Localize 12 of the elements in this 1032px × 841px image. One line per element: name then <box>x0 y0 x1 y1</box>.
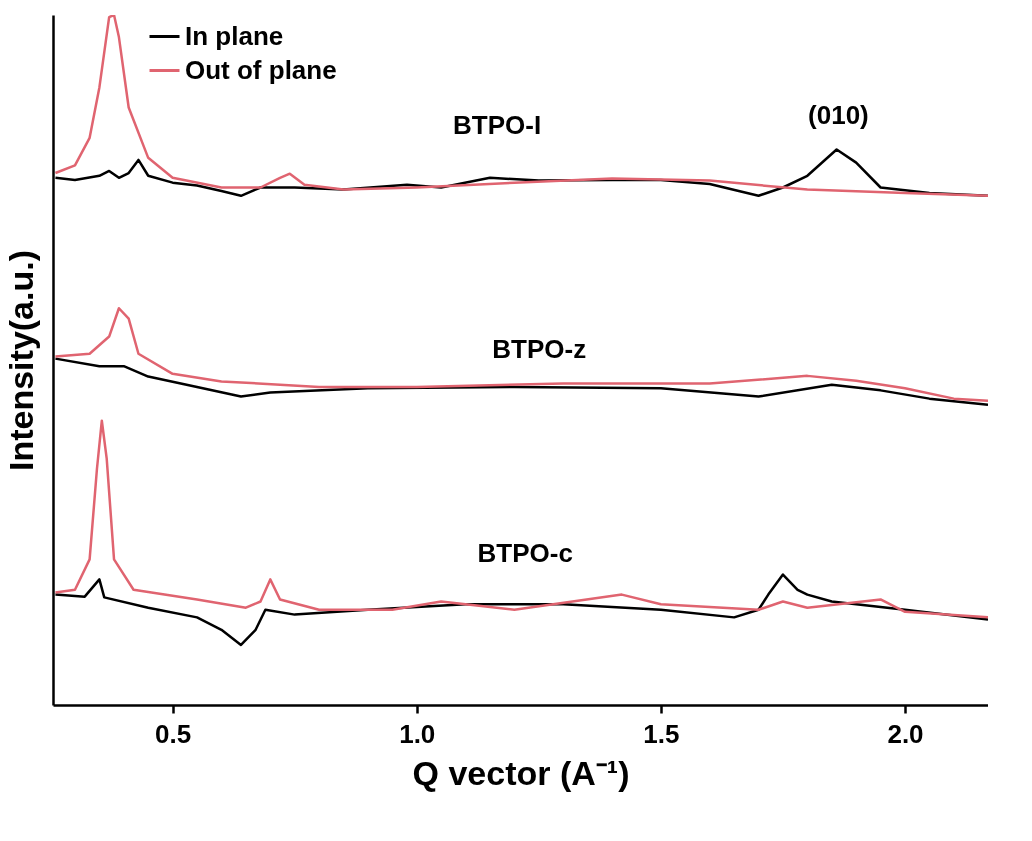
x-axis-title: Q vector (A⁻¹) <box>412 753 630 792</box>
legend-label: In plane <box>185 20 284 51</box>
annotation: (010) <box>808 99 869 130</box>
x-tick-label: 1.0 <box>399 718 436 749</box>
annotation: BTPO-z <box>492 334 587 365</box>
x-tick-label: 0.5 <box>155 718 192 749</box>
annotation: BTPO-c <box>477 538 573 568</box>
x-tick-label: 1.5 <box>643 718 680 749</box>
x-tick-label: 2.0 <box>887 718 924 749</box>
annotation: BTPO-I <box>453 110 542 141</box>
y-axis-title: Intensity(a.u.) <box>1 249 40 472</box>
legend-label: Out of plane <box>185 54 337 85</box>
